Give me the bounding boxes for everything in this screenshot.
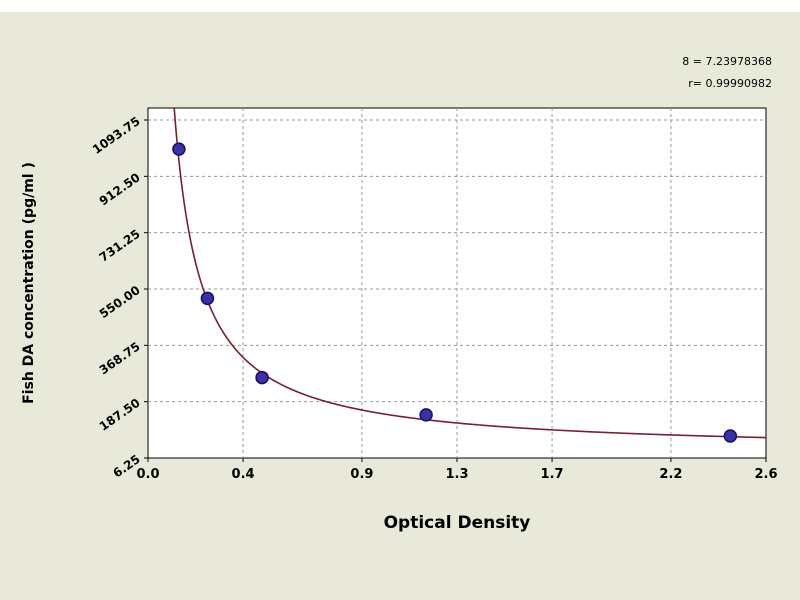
annotation-parameter: 8 = 7.23978368 [682, 55, 772, 68]
x-axis-label: Optical Density [384, 513, 531, 533]
gridlines [148, 108, 766, 458]
data-points [172, 142, 738, 443]
y-tick-label: 912.50 [97, 170, 143, 208]
x-tick-label: 0.4 [232, 467, 255, 482]
x-tick-label: 2.2 [659, 467, 682, 482]
x-tick-label: 1.3 [445, 467, 468, 482]
data-point [419, 408, 433, 422]
standard-curve-line [173, 108, 766, 439]
y-tick-label: 550.00 [97, 283, 143, 321]
y-tick-label: 1093.75 [90, 114, 143, 157]
x-tick-labels: 0.0 0.4 0.9 1.3 1.7 2.2 2.6 [136, 467, 777, 482]
top-white-strip [0, 0, 800, 12]
data-point [255, 370, 269, 385]
x-tick-label: 2.6 [754, 467, 777, 482]
y-tick-labels: 6.25187.50368.75550.00731.25912.501093.7… [90, 114, 143, 480]
data-point [200, 291, 215, 306]
y-tick-label: 731.25 [97, 227, 143, 265]
curve-group [173, 108, 766, 439]
axis-ticks [144, 119, 767, 462]
annotation-correlation: r= 0.99990982 [688, 77, 772, 90]
x-tick-label: 0.9 [350, 467, 373, 482]
y-axis-label: Fish DA concentration (pg/ml ) [21, 162, 37, 404]
x-tick-label: 0.0 [136, 467, 159, 482]
data-point [172, 142, 186, 156]
data-point [723, 429, 738, 443]
x-tick-label: 1.7 [541, 467, 564, 482]
y-tick-label: 368.75 [97, 339, 143, 377]
y-tick-label: 187.50 [97, 396, 143, 434]
